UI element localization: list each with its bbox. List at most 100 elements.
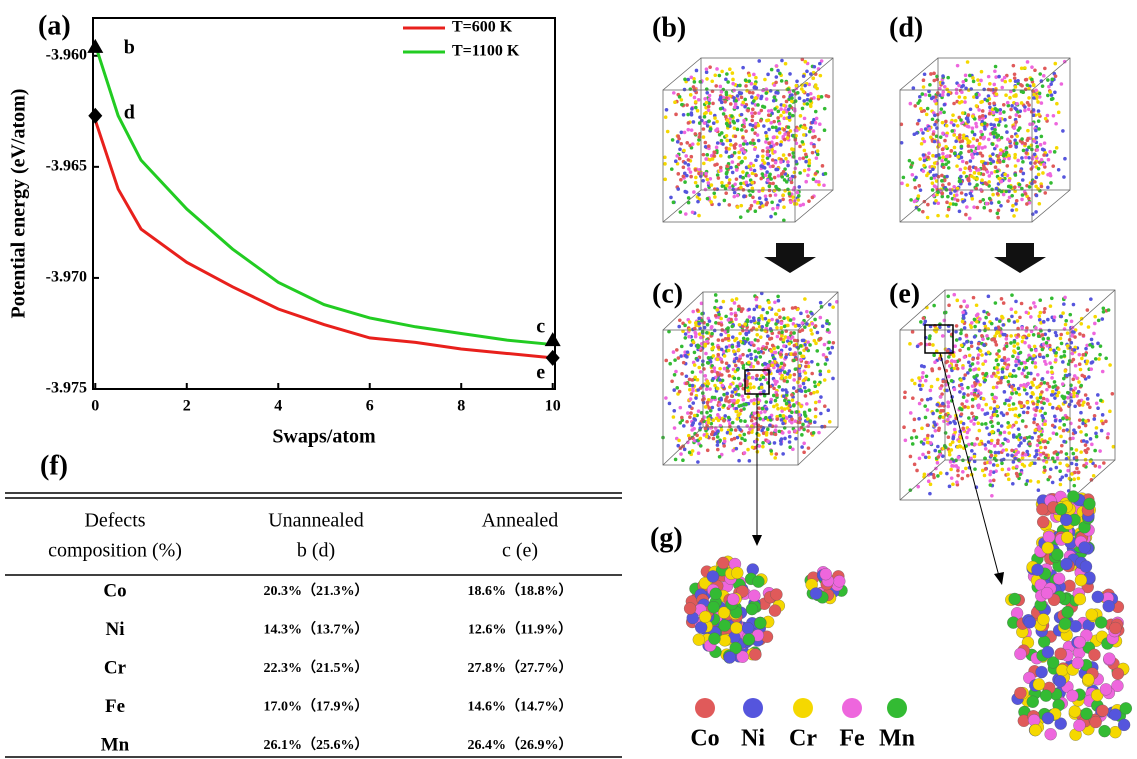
atom — [767, 118, 771, 122]
atom — [1079, 322, 1083, 326]
atom — [735, 357, 739, 361]
atom — [963, 373, 967, 377]
atom — [928, 492, 932, 496]
atom — [947, 208, 951, 212]
atom — [1034, 365, 1038, 369]
atom — [971, 398, 975, 402]
atom — [995, 92, 999, 96]
atom — [917, 417, 921, 421]
atom — [1073, 335, 1077, 339]
atom — [1001, 316, 1005, 320]
atom — [753, 200, 757, 204]
atom — [798, 417, 802, 421]
atom — [707, 356, 711, 360]
atom — [984, 467, 988, 471]
atom — [998, 334, 1002, 338]
atom — [1012, 435, 1016, 439]
atom — [977, 147, 981, 151]
atom — [1039, 453, 1043, 457]
atom — [1065, 428, 1069, 432]
atom — [997, 177, 1001, 181]
atom — [1007, 319, 1011, 323]
atom — [717, 557, 729, 569]
atom — [1034, 428, 1038, 432]
table-cell: Cr — [104, 657, 127, 678]
atom — [1026, 101, 1030, 105]
atom — [994, 340, 998, 344]
atom — [979, 349, 983, 353]
atom — [979, 100, 983, 104]
atom — [1049, 82, 1053, 86]
atom — [922, 164, 926, 168]
atom — [765, 311, 769, 315]
atom — [768, 194, 772, 198]
atom — [813, 135, 817, 139]
atom — [730, 114, 734, 118]
atom — [1033, 68, 1037, 72]
atom — [1000, 376, 1004, 380]
atom — [769, 605, 781, 617]
atom — [979, 130, 983, 134]
atom — [726, 118, 730, 122]
atom — [1065, 374, 1069, 378]
atom — [672, 409, 676, 413]
atom — [1044, 446, 1048, 450]
atom — [1062, 440, 1066, 444]
atom — [819, 316, 823, 320]
atom — [1090, 443, 1094, 447]
atom — [674, 159, 678, 163]
atom — [1052, 431, 1056, 435]
atom — [766, 162, 770, 166]
atom — [822, 184, 826, 188]
x-tick-label: 2 — [183, 398, 191, 415]
atom — [828, 351, 832, 355]
atom — [1014, 145, 1018, 149]
atom — [998, 319, 1002, 323]
atom — [718, 378, 722, 382]
atom — [1041, 84, 1045, 88]
atom — [927, 451, 931, 455]
atom — [1030, 348, 1034, 352]
atom — [968, 140, 972, 144]
atom — [811, 76, 815, 80]
atom — [1011, 354, 1015, 358]
atom — [716, 443, 720, 447]
atom — [1079, 450, 1083, 454]
table-cell: 17.0%（17.9%） — [264, 699, 369, 715]
atom — [1101, 370, 1105, 374]
atom — [1037, 167, 1041, 171]
atom — [995, 135, 999, 139]
atom — [722, 393, 726, 397]
atom — [739, 182, 743, 186]
atom — [718, 74, 722, 78]
atom — [1063, 157, 1067, 161]
atom — [1033, 180, 1037, 184]
atom — [812, 129, 816, 133]
table-cell: Co — [103, 580, 126, 601]
atom — [1078, 362, 1082, 366]
atom — [703, 97, 707, 101]
atom — [752, 326, 756, 330]
atom — [1008, 408, 1012, 412]
atom — [1060, 514, 1072, 526]
atom — [989, 483, 993, 487]
atom — [719, 169, 723, 173]
atom — [920, 92, 924, 96]
atom — [704, 141, 708, 145]
atom — [805, 402, 809, 406]
atom — [783, 132, 787, 136]
atom — [771, 344, 775, 348]
atom — [698, 80, 702, 84]
atom — [692, 340, 696, 344]
atom — [1040, 101, 1044, 105]
atom — [967, 113, 971, 117]
atom — [911, 442, 915, 446]
atom — [757, 347, 761, 351]
atom — [945, 214, 949, 218]
atom — [1029, 395, 1033, 399]
atom — [783, 325, 787, 329]
atom — [987, 138, 991, 142]
atom — [1014, 421, 1018, 425]
atom — [805, 346, 809, 350]
atom — [697, 98, 701, 102]
